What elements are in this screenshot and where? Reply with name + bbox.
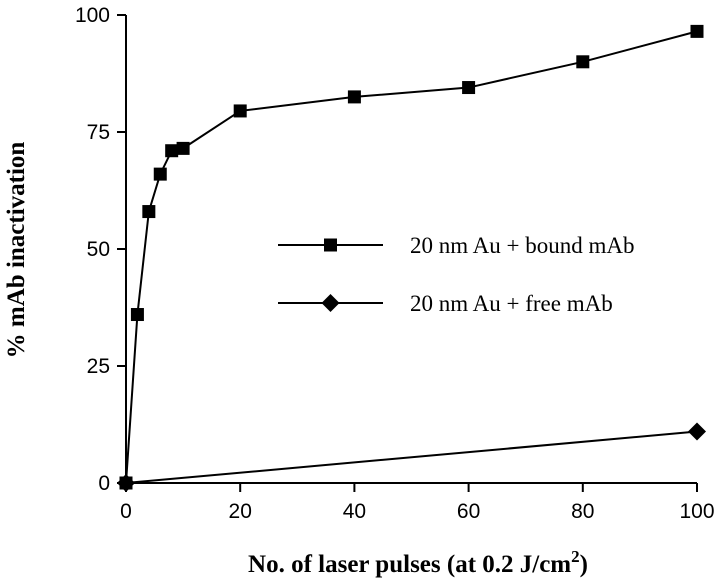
legend-marker [324,238,337,252]
data-point [142,205,156,219]
x-axis-title: No. of laser pulses (at 0.2 J/cm2) [248,547,588,578]
data-point [688,422,706,441]
data-point [117,474,135,492]
legend-marker [321,294,340,312]
x-axis-title-superscript: 2 [571,547,580,566]
x-tick-label: 20 [229,500,252,523]
ticks: 0 25 50 75 100 0 20 40 60 80 100 [75,4,715,523]
data-point [130,308,144,322]
data-point [165,144,179,158]
data-point [233,104,247,118]
y-tick-label: 50 [87,238,110,261]
legend-label: 20 nm Au + bound mAb [410,233,634,258]
data-point [690,24,704,38]
data-point [153,167,167,181]
legend: 20 nm Au + bound mAb 20 nm Au + free mAb [278,233,634,316]
series-2 [117,422,706,492]
legend-label: 20 nm Au + free mAb [410,291,613,316]
y-tick-label: 75 [87,121,110,144]
data-point [462,81,476,95]
series-1 [119,24,704,490]
data-point [576,55,590,69]
series-line [125,430,698,484]
x-axis-title-close: ) [580,551,588,578]
legend-entry-1: 20 nm Au + bound mAb [278,233,634,258]
x-tick-label: 0 [120,500,132,523]
x-tick-label: 100 [679,500,714,523]
y-tick-label: 25 [87,355,110,378]
x-tick-label: 80 [571,500,594,523]
data-point [347,90,361,104]
x-axis-title-main: No. of laser pulses (at 0.2 J/cm [248,551,571,578]
y-axis-title: % mAb inactivation [3,142,30,359]
x-tick-label: 40 [343,500,366,523]
y-tick-label: 100 [75,4,110,27]
data-point [176,141,190,155]
y-tick-label: 0 [98,472,110,495]
series-layer [117,24,706,492]
legend-entry-2: 20 nm Au + free mAb [278,291,613,316]
x-tick-label: 60 [457,500,480,523]
